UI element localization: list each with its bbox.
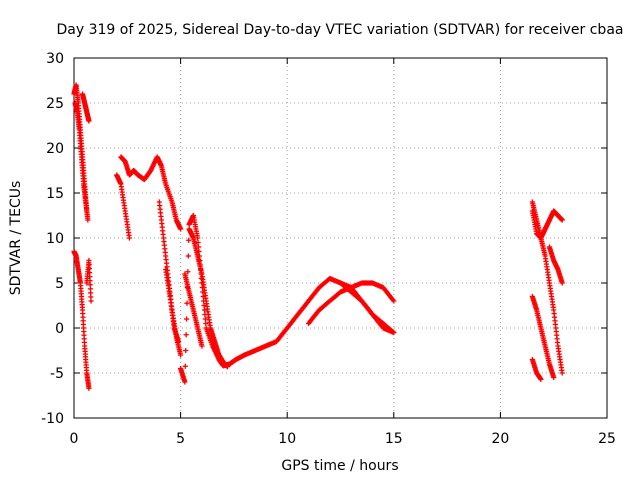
y-axis-label: SDTVAR / TECUs (8, 181, 24, 296)
x-tick-label: 0 (70, 431, 79, 447)
data-point-arc-d (201, 307, 208, 313)
data-point-arc-d (184, 300, 190, 306)
data-point-arc-f5 (559, 280, 565, 286)
x-axis-label: GPS time / hours (281, 458, 398, 474)
data-point-arc-d (195, 239, 201, 246)
x-axis-ticks: 0 5 10 15 20 25 (70, 58, 616, 447)
x-tick-label: 10 (278, 431, 296, 447)
data-point-arc-d (185, 253, 191, 259)
data-point-arc-a3 (86, 385, 92, 391)
data-point-arc-c2 (175, 338, 182, 345)
data-point-arc-d (183, 347, 189, 354)
plot-frame (73, 57, 608, 419)
data-point-arc-e2 (391, 329, 397, 336)
y-tick-label: 15 (46, 186, 64, 202)
data-point-arc-f4 (538, 376, 544, 382)
y-tick-label: 20 (46, 141, 64, 157)
data-point-arc-d3 (199, 343, 205, 349)
data-point-arc-d (202, 316, 208, 322)
y-tick-label: -5 (50, 366, 64, 382)
x-tick-label: 25 (598, 431, 616, 447)
y-tick-label: 5 (55, 276, 64, 292)
data-point-arc-d (183, 332, 189, 338)
data-point-arc-f3 (551, 374, 557, 381)
data-point-arc-d (183, 316, 190, 322)
x-tick-label: 20 (491, 431, 509, 447)
data-point-arc-f (559, 217, 565, 223)
data-point-arc-d (186, 237, 192, 243)
y-axis-ticks: -10 -5 0 5 10 15 20 25 30 (41, 51, 607, 427)
y-tick-label: -10 (41, 411, 64, 427)
chart-title: Day 319 of 2025, Sidereal Day-to-day VTE… (57, 22, 624, 38)
x-tick-label: 15 (385, 431, 403, 447)
x-tick-label: 5 (176, 431, 185, 447)
y-tick-label: 0 (55, 321, 64, 337)
data-point-arc-a4 (86, 118, 92, 124)
data-point-arc-d (182, 379, 188, 385)
y-tick-label: 10 (46, 231, 64, 247)
data-points (71, 82, 565, 391)
data-point-arc-b (178, 226, 184, 232)
y-tick-label: 25 (46, 96, 64, 112)
data-point-arc-a5 (88, 298, 94, 304)
y-tick-label: 30 (46, 51, 64, 67)
data-point-arc-d (203, 320, 209, 327)
data-point-arc-d2 (224, 364, 231, 370)
data-point-arc-f2 (559, 370, 565, 376)
data-point-arc-d (182, 363, 188, 369)
data-point-arc-b2 (126, 235, 133, 241)
data-point-arc-a2 (85, 217, 91, 223)
data-point-arc-c (178, 352, 184, 358)
data-point-arc-e (391, 298, 397, 304)
data-point-arc-d (185, 269, 191, 275)
grid-lines (74, 58, 607, 418)
